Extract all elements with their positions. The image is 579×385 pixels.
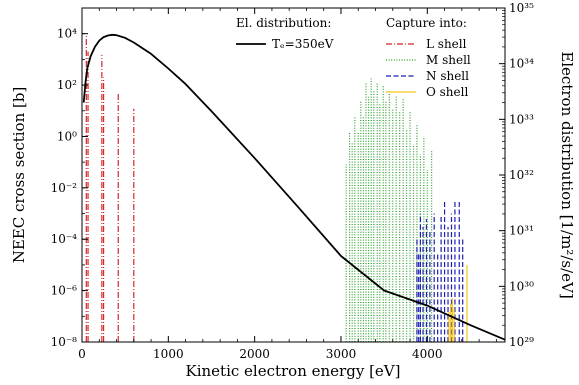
y-left-tick-label: 10⁰ xyxy=(57,129,77,143)
legend-capture-title: Capture into: xyxy=(386,16,467,30)
legend-distribution-entry: Tₑ=350eV xyxy=(272,37,334,51)
y-axis-label-right: Electron distribution [1/m²/s/eV] xyxy=(558,51,576,298)
y-left-tick-label: 10⁻⁴ xyxy=(51,232,78,246)
legend-label-o-shell: O shell xyxy=(426,85,468,99)
legend-label-n-shell: N shell xyxy=(426,69,469,83)
legend-capture: Capture into: L shell M shell N shell O she… xyxy=(386,16,471,99)
y-right-tick-label: 10²⁹ xyxy=(509,335,534,349)
x-tick-label: 0 xyxy=(78,347,86,361)
y-right-tick-label: 10³² xyxy=(509,168,534,182)
distribution-layer xyxy=(82,33,505,341)
labels-layer: 0 1000 2000 3000 4000 10⁻⁸ 10⁻⁶ 10⁻⁴ 10⁻² 10⁰ 10² 1… xyxy=(51,1,535,361)
x-tick-label: 4000 xyxy=(412,347,443,361)
x-tick-label: 2000 xyxy=(239,347,270,361)
y-right-tick-label: 10³⁰ xyxy=(509,279,534,293)
y-right-tick-label: 10³⁴ xyxy=(509,57,534,71)
series-l-shell xyxy=(85,36,135,342)
y-left-tick-label: 10⁻⁸ xyxy=(51,335,78,349)
x-tick-label: 1000 xyxy=(153,347,184,361)
legend-label-m-shell: M shell xyxy=(426,53,471,67)
y-right-tick-label: 10³³ xyxy=(509,112,534,126)
series-o-shell xyxy=(448,264,468,342)
x-tick-label: 3000 xyxy=(326,347,357,361)
y-right-tick-label: 10³¹ xyxy=(509,224,534,238)
legend-capture-entries: L shell M shell N shell O shell xyxy=(386,37,471,99)
distribution-curve xyxy=(82,33,505,341)
y-left-tick-label: 10² xyxy=(57,78,77,92)
legend-distribution: El. distribution: Tₑ=350eV xyxy=(236,16,334,51)
ticks-layer xyxy=(81,7,505,343)
y-left-tick-label: 10⁴ xyxy=(57,27,77,41)
x-axis-label: Kinetic electron energy [eV] xyxy=(186,362,401,380)
y-left-tick-label: 10⁻⁶ xyxy=(51,284,78,298)
y-axis-label-left: NEEC cross section [b] xyxy=(10,87,28,264)
y-right-tick-label: 10³⁵ xyxy=(509,1,534,15)
y-left-tick-label: 10⁻² xyxy=(51,181,78,195)
legend-label-l-shell: L shell xyxy=(426,37,467,51)
series-n-shell xyxy=(416,201,464,342)
series-layer xyxy=(85,36,468,342)
legend-distribution-title: El. distribution: xyxy=(236,16,331,30)
